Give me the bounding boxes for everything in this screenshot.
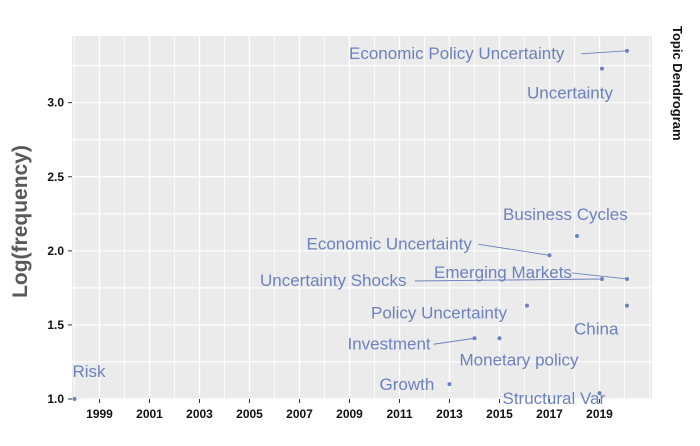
y-tick-label: 2.0 — [47, 244, 64, 258]
point-label: Uncertainty Shocks — [260, 271, 406, 290]
point-label: China — [574, 320, 619, 339]
x-tick-label: 2007 — [286, 407, 313, 421]
data-point — [600, 276, 604, 281]
leader-line — [414, 278, 603, 282]
data-point — [625, 276, 629, 281]
point-label: Structural Var — [503, 389, 606, 408]
data-point — [497, 336, 502, 341]
grid-lines — [72, 36, 652, 400]
leader-line — [571, 272, 628, 280]
point-label: Growth — [380, 375, 435, 394]
x-tick-label: 2013 — [436, 407, 463, 421]
x-tick-label: 2003 — [186, 407, 213, 421]
data-point — [575, 234, 579, 239]
point-label: Business Cycles — [503, 205, 628, 224]
x-tick-label: 2019 — [586, 407, 613, 421]
point-label: Emerging Markets — [434, 263, 572, 282]
y-tick-label: 2.5 — [47, 170, 64, 184]
leader-lines — [414, 50, 628, 345]
data-point — [625, 303, 629, 308]
point-label: Investment — [348, 334, 431, 353]
x-tick-label: 2015 — [486, 407, 513, 421]
data-point — [72, 397, 77, 401]
point-label: Policy Uncertainty — [371, 304, 508, 323]
data-point — [597, 391, 602, 396]
point-label: Monetary policy — [460, 350, 580, 369]
x-tick-label: 2017 — [536, 407, 563, 421]
axes: 1999 2001 2003 2005 2007 2009 2011 2013 2015 2017… — [47, 96, 613, 421]
point-labels: Economic Policy Uncertainty Uncertainty Bu… — [73, 44, 628, 408]
y-tick-label: 1.0 — [47, 392, 64, 406]
data-points — [72, 48, 629, 401]
plot-background — [72, 36, 652, 399]
y-tick-label: 1.5 — [47, 318, 64, 332]
point-label: Uncertainty — [527, 84, 613, 103]
leader-line — [478, 243, 550, 256]
x-tick-label: 1999 — [86, 407, 113, 421]
data-point — [525, 303, 529, 308]
data-point — [447, 382, 452, 387]
data-point — [600, 66, 604, 71]
point-label: Economic Policy Uncertainty — [349, 44, 565, 63]
data-point — [472, 336, 477, 341]
x-tick-label: 2001 — [136, 407, 163, 421]
side-title: Topic Dendrogram — [670, 26, 685, 141]
y-tick-label: 3.0 — [47, 96, 64, 110]
leader-line — [433, 337, 475, 345]
x-tick-label: 2009 — [336, 407, 363, 421]
data-point — [547, 253, 552, 258]
x-tick-label: 2005 — [236, 407, 263, 421]
data-point — [625, 48, 629, 53]
point-label: Risk — [73, 362, 107, 381]
point-label: Economic Uncertainty — [307, 234, 473, 253]
x-tick-label: 2011 — [386, 407, 412, 421]
y-axis-label: Log(frequency) — [9, 145, 32, 298]
leader-line — [581, 50, 628, 55]
